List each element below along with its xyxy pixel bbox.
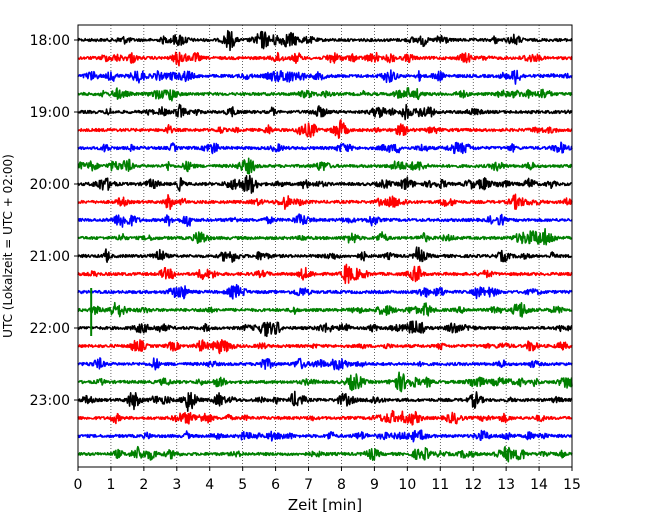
plot-frame [77,24,573,468]
x-tick-label-7: 7 [304,477,313,493]
trace-11 [77,227,573,246]
trace-12 [77,246,573,263]
trace-8 [77,174,573,194]
y-tick-label-2: 20:00 [30,177,70,193]
trace-15 [77,301,573,318]
x-tick-label-11: 11 [431,477,449,493]
trace-14 [77,283,573,300]
x-axis: 0 1 2 3 4 5 6 7 8 9 10 11 12 13 14 15 [74,467,581,493]
trace-18 [77,357,573,371]
trace-10 [77,213,573,228]
trace-17 [77,339,573,355]
x-tick-label-5: 5 [238,477,247,493]
trace-4 [77,103,573,121]
x-tick-label-6: 6 [271,477,280,493]
x-tick-label-3: 3 [172,477,181,493]
trace-0 [77,29,573,52]
trace-22 [77,429,573,443]
x-tick-label-14: 14 [530,477,548,493]
y-tick-label-5: 23:00 [30,393,70,409]
x-tick-label-1: 1 [106,477,115,493]
y-axis-label: UTC (Lokalzeit = UTC + 02:00) [1,154,15,338]
y-axis: 18:00 19:00 20:00 21:00 22:00 23:00 [30,33,78,409]
x-tick-label-10: 10 [398,477,416,493]
trace-1 [77,51,573,67]
x-tick-label-15: 15 [563,477,581,493]
trace-23 [77,445,573,463]
trace-21 [77,409,573,426]
y-tick-label-0: 18:00 [30,33,70,49]
trace-2 [77,69,573,85]
trace-7 [77,157,573,175]
x-tick-label-4: 4 [205,477,214,493]
seismic-traces [77,29,573,463]
trace-6 [77,141,573,155]
y-tick-label-3: 21:00 [30,249,70,265]
y-tick-label-4: 22:00 [30,321,70,337]
x-tick-label-2: 2 [139,477,148,493]
x-tick-label-8: 8 [337,477,346,493]
trace-3 [77,87,573,102]
trace-9 [77,193,573,211]
trace-20 [77,390,573,412]
trace-16 [77,320,573,338]
x-tick-label-0: 0 [74,477,83,493]
y-tick-label-1: 19:00 [30,105,70,121]
x-tick-label-12: 12 [464,477,482,493]
trace-5 [77,119,573,139]
trace-19 [77,371,573,393]
x-axis-label: Zeit [min] [288,496,362,514]
x-tick-label-13: 13 [497,477,515,493]
x-tick-label-9: 9 [370,477,379,493]
trace-13 [77,263,573,285]
